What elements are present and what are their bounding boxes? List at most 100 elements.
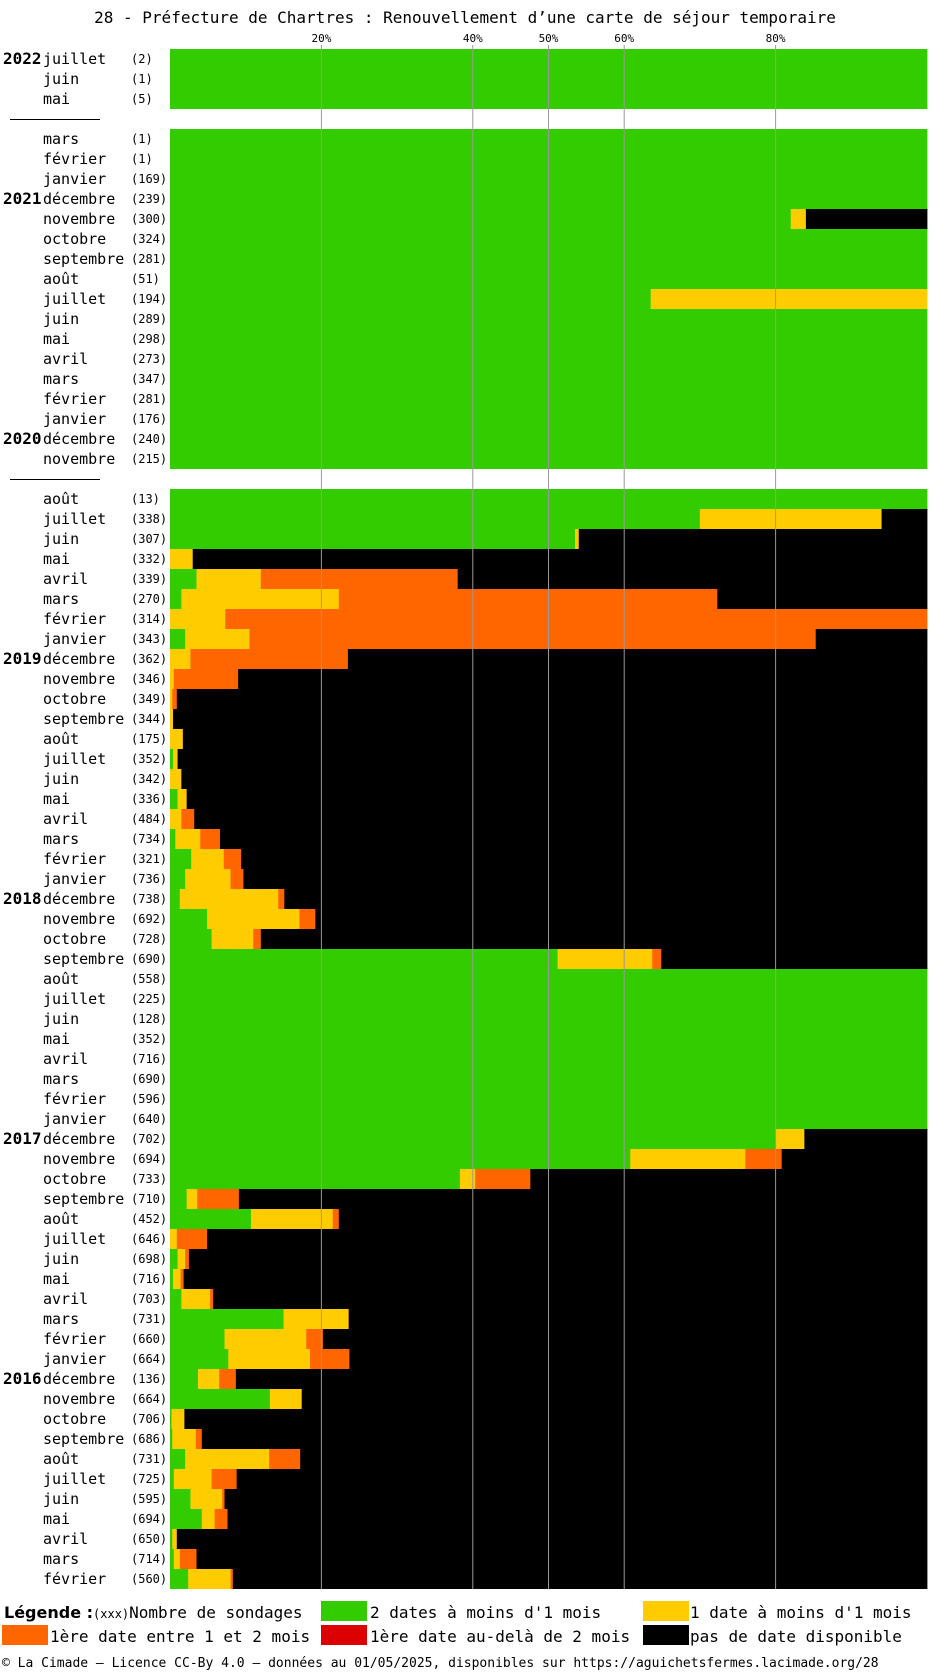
count-label: (702): [131, 1132, 167, 1146]
month-label: novembre: [43, 670, 115, 688]
count-label: (343): [131, 632, 167, 646]
bar-segment-o-32: [172, 689, 178, 709]
count-label: (194): [131, 292, 167, 306]
count-label: (270): [131, 592, 167, 606]
month-label: août: [43, 1450, 79, 1468]
bar-segment-y-28: [170, 609, 226, 629]
legend-count-text: Nombre de sondages: [129, 1603, 303, 1622]
bar-segment-g-42: [170, 889, 181, 909]
bar-segment-k-58: [338, 1209, 928, 1229]
bar-segment-k-41: [243, 869, 928, 889]
month-label: décembre: [43, 650, 115, 668]
bar-segment-k-27: [717, 589, 928, 609]
count-label: (703): [131, 1292, 167, 1306]
bar-segment-g-58: [170, 1209, 252, 1229]
count-label: (731): [131, 1452, 167, 1466]
count-label: (347): [131, 372, 167, 386]
count-label: (136): [131, 1372, 167, 1386]
bar-segment-k-72: [224, 1489, 928, 1509]
bar-segment-y-57: [186, 1189, 198, 1209]
bar-segment-y-39: [175, 829, 201, 849]
count-label: (281): [131, 392, 167, 406]
footer-credit: © La Cimade — Licence CC-By 4.0 — donnée…: [2, 1656, 879, 1671]
bar-segment-k-8: [805, 209, 928, 229]
month-label: mars: [43, 1310, 79, 1328]
bar-segment-o-66: [219, 1369, 237, 1389]
month-label: novembre: [43, 910, 115, 928]
bar-segment-y-54: [775, 1129, 805, 1149]
legend-row-1: Légende :(xxx)Nombre de sondages: [4, 1603, 303, 1623]
count-label: (13): [131, 492, 160, 506]
bar-segment-y-12: [650, 289, 928, 309]
bar-segment-k-70: [300, 1449, 928, 1469]
bar-segment-g-75: [170, 1549, 175, 1569]
bar-segment-k-25: [192, 549, 928, 569]
bar-segment-k-69: [201, 1429, 928, 1449]
count-label: (640): [131, 1112, 167, 1126]
bar-segment-o-44: [253, 929, 262, 949]
bar-segment-k-36: [181, 769, 928, 789]
legend-swatch-red: [321, 1625, 367, 1645]
bar-segment-o-58: [332, 1209, 340, 1229]
month-label: mars: [43, 130, 79, 148]
bar-segment-o-43: [299, 909, 316, 929]
month-label: mai: [43, 790, 70, 808]
bar-segment-o-62: [210, 1289, 214, 1309]
month-label: juillet: [43, 990, 106, 1008]
count-label: (128): [131, 1012, 167, 1026]
bar-segment-o-61: [180, 1269, 185, 1289]
bar-segment-y-72: [190, 1489, 223, 1509]
month-label: juin: [43, 1250, 79, 1268]
count-label: (176): [131, 412, 167, 426]
count-label: (352): [131, 752, 167, 766]
count-label: (690): [131, 1072, 167, 1086]
count-label: (595): [131, 1492, 167, 1506]
month-label: mars: [43, 370, 79, 388]
bar-segment-o-27: [338, 589, 718, 609]
bar-segment-g-44: [170, 929, 213, 949]
bar-segment-o-70: [269, 1449, 301, 1469]
year-label: 2020: [3, 429, 42, 448]
month-label: juillet: [43, 1470, 106, 1488]
month-label: septembre: [43, 1190, 124, 1208]
bar-segment-y-32: [170, 689, 173, 709]
bar-segment-o-55: [745, 1149, 783, 1169]
bar-segment-y-27: [181, 589, 340, 609]
bar-segment-k-35: [177, 749, 928, 769]
bar-segment-g-41: [170, 869, 186, 889]
bar-segment-y-42: [179, 889, 279, 909]
count-label: (175): [131, 732, 167, 746]
bar-segment-g-8: [170, 209, 792, 229]
bar-segment-o-45: [652, 949, 662, 969]
bar-segment-g-56: [170, 1169, 461, 1189]
bar-segment-g-62: [170, 1289, 182, 1309]
bar-segment-y-58: [251, 1209, 334, 1229]
count-label: (686): [131, 1432, 167, 1446]
bar-segment-g-67: [170, 1389, 271, 1409]
bar-segment-o-30: [190, 649, 349, 669]
count-label: (738): [131, 892, 167, 906]
bar-segment-k-75: [196, 1549, 928, 1569]
count-label: (307): [131, 532, 167, 546]
month-label: août: [43, 270, 79, 288]
bar-segment-o-64: [306, 1329, 324, 1349]
bar-segment-k-66: [235, 1369, 928, 1389]
count-label: (664): [131, 1352, 167, 1366]
bar-segment-o-76: [230, 1569, 234, 1589]
bar-segment-o-65: [310, 1349, 350, 1369]
bar-segment-g-24: [170, 529, 576, 549]
bar-segment-y-35: [173, 749, 178, 769]
count-label: (338): [131, 512, 167, 526]
count-label: (706): [131, 1412, 167, 1426]
count-label: (349): [131, 692, 167, 706]
bar-segment-y-37: [177, 789, 188, 809]
count-label: (694): [131, 1152, 167, 1166]
count-label: (321): [131, 852, 167, 866]
bar-segment-g-45: [170, 949, 558, 969]
bar-segment-y-71: [173, 1469, 213, 1489]
month-label: mai: [43, 1270, 70, 1288]
bar-segment-k-76: [232, 1569, 928, 1589]
bar-segment-y-38: [170, 809, 182, 829]
bars: [170, 49, 928, 1589]
month-label: septembre: [43, 950, 124, 968]
